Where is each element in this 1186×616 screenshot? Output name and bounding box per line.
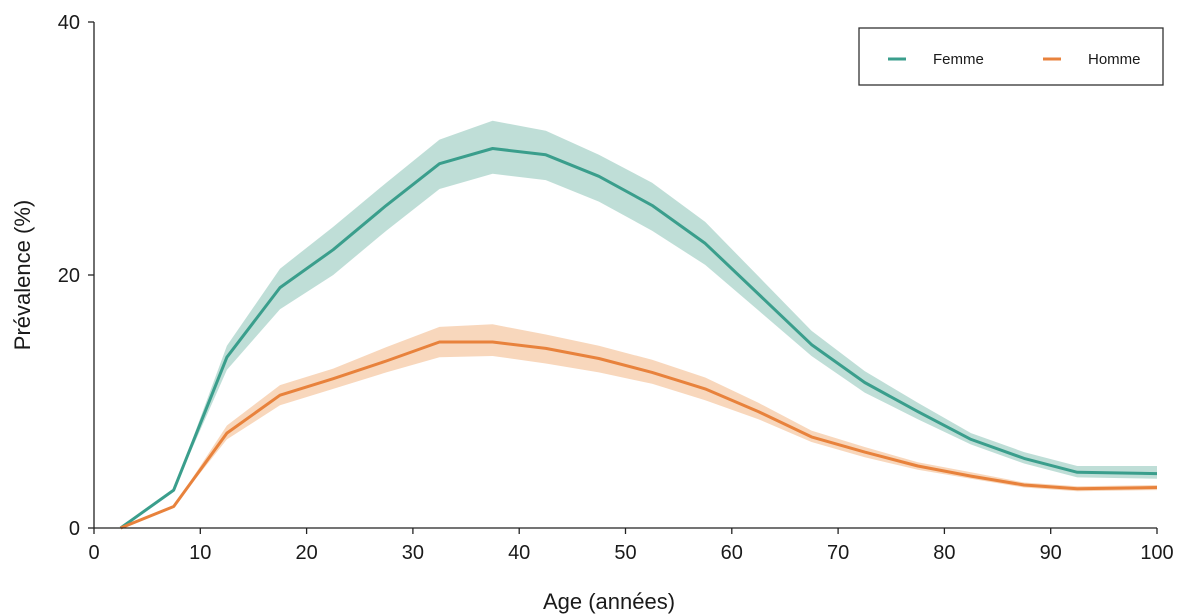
x-tick-label-50: 50 <box>614 542 636 564</box>
band-femme <box>120 120 1158 528</box>
x-tick-label-30: 30 <box>402 542 424 564</box>
legend-label-homme: Homme <box>1088 51 1141 68</box>
band-homme <box>120 324 1158 528</box>
legend-label-femme: Femme <box>933 51 984 68</box>
x-tick-label-20: 20 <box>295 542 317 564</box>
legend: Femme Homme <box>858 27 1164 86</box>
x-tick-label-10: 10 <box>189 542 211 564</box>
y-tick-label-40: 40 <box>58 12 80 34</box>
x-tick-label-40: 40 <box>508 542 530 564</box>
y-tick-label-20: 20 <box>58 265 80 287</box>
series-lines <box>119 147 1158 530</box>
x-tick-label-0: 0 <box>88 542 99 564</box>
axes: 0 10 20 30 40 50 60 70 80 90 100 0 20 40 <box>58 12 1174 564</box>
x-tick-label-60: 60 <box>721 542 743 564</box>
y-axis-title: Prévalence (%) <box>10 200 35 350</box>
x-tick-label-80: 80 <box>933 542 955 564</box>
x-tick-label-100: 100 <box>1140 542 1173 564</box>
line-femme <box>119 147 1158 530</box>
x-tick-label-70: 70 <box>827 542 849 564</box>
confidence-bands <box>120 120 1158 528</box>
x-tick-label-90: 90 <box>1040 542 1062 564</box>
x-axis-title: Age (années) <box>543 589 675 614</box>
legend-box <box>858 27 1164 86</box>
line-homme <box>120 340 1158 530</box>
y-tick-label-0: 0 <box>69 518 80 540</box>
